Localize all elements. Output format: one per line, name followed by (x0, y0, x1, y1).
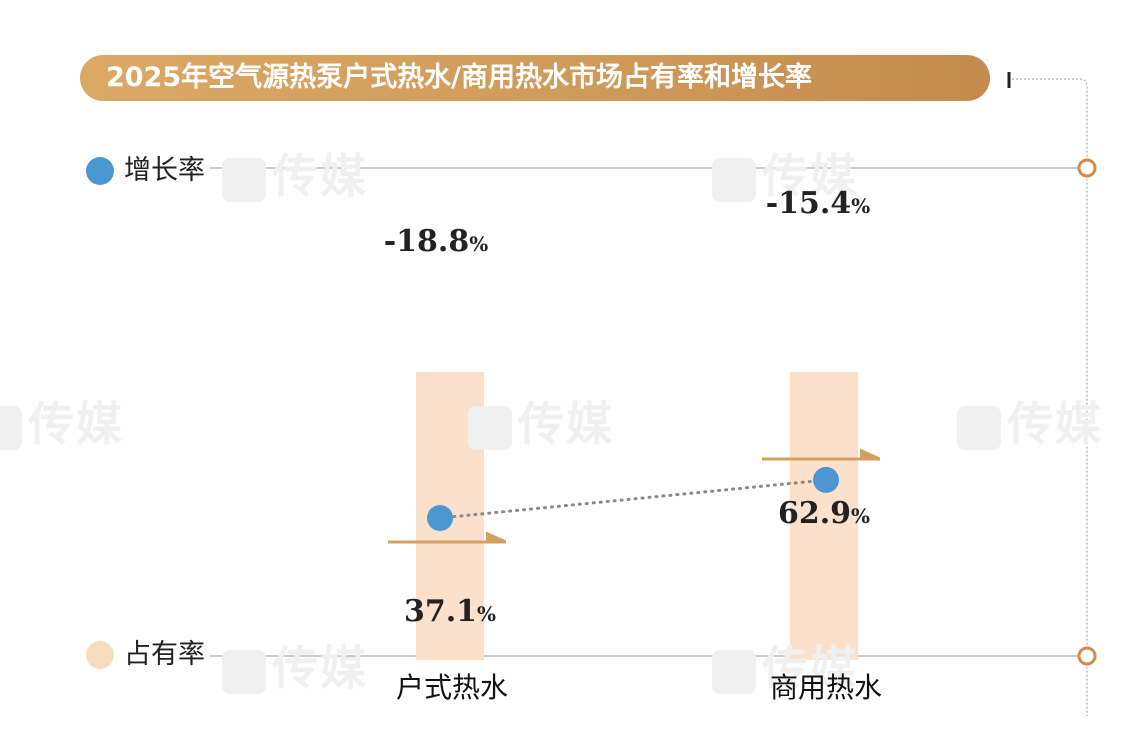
watermark: 传媒 (222, 632, 368, 698)
legend-share-label: 占有率 (124, 639, 205, 670)
category-label: 户式热水 (395, 671, 508, 704)
chart-title: 2025年空气源热泵户式热水/商用热水市场占有率和增长率 (80, 55, 990, 101)
growth-axis-ring (1077, 158, 1097, 178)
legend-share-marker (86, 641, 114, 669)
growth-point (427, 505, 453, 531)
watermark: 传媒 (468, 388, 614, 454)
watermark: 传媒 (957, 388, 1103, 454)
legend-growth-label: 增长率 (124, 155, 205, 186)
share-level-marker (762, 448, 880, 461)
watermark: 传媒 (712, 632, 858, 698)
watermark: 传媒 (0, 388, 124, 454)
share-value-label: 62.9% (777, 496, 871, 531)
share-value-label: 37.1% (403, 594, 497, 629)
share-level-marker (388, 531, 506, 544)
growth-value-label: -15.4% (765, 186, 871, 221)
growth-point (813, 466, 839, 493)
growth-value-label: -18.8% (383, 224, 489, 259)
watermark: 传媒 (712, 140, 858, 206)
legend-share: 占有率 (86, 638, 205, 672)
share-bar (790, 372, 858, 660)
watermark: 传媒 (222, 140, 368, 206)
share-axis-ring (1077, 646, 1097, 666)
growth-line (438, 478, 828, 520)
category-label: 商用热水 (769, 671, 882, 704)
legend-growth-marker (86, 157, 114, 185)
bracket-line (1012, 78, 1088, 716)
legend-growth: 增长率 (86, 154, 205, 188)
